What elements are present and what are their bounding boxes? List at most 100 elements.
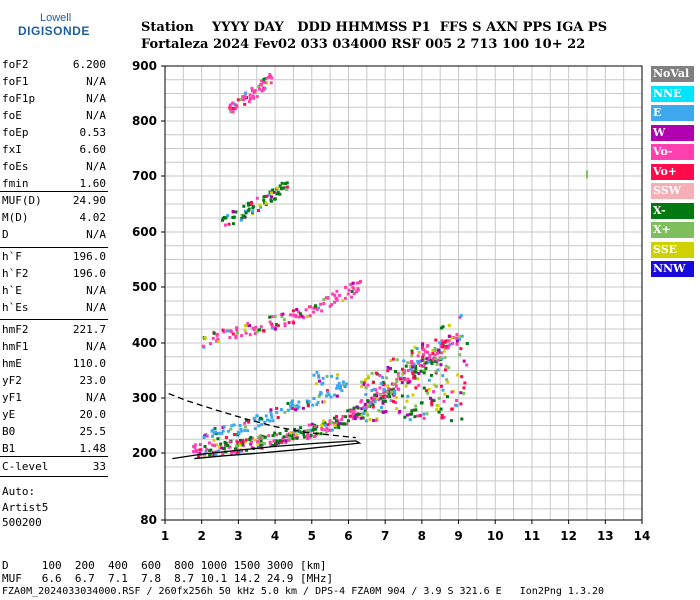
- echo-dot: [254, 325, 258, 329]
- echo-dot: [381, 394, 385, 398]
- echo-dot: [432, 390, 436, 394]
- echo-dot: [258, 441, 262, 445]
- echo-dot: [294, 408, 298, 412]
- echo-dot: [370, 388, 374, 392]
- echo-dot: [262, 442, 266, 446]
- echo-dot: [433, 353, 437, 357]
- echo-dot: [337, 421, 341, 425]
- echo-dot: [205, 447, 209, 451]
- echo-dot: [418, 363, 422, 367]
- echo-dot: [460, 334, 464, 338]
- x-tick-label: 10: [487, 529, 504, 543]
- echo-dot: [356, 412, 360, 416]
- param-key: foEs: [2, 160, 29, 173]
- legend-item-vo: Vo+: [651, 163, 694, 180]
- echo-dot: [345, 382, 349, 386]
- echo-dot: [275, 439, 279, 443]
- echo-dot: [335, 298, 339, 302]
- echo-dot: [295, 433, 299, 437]
- echo-dot: [193, 443, 197, 447]
- echo-dot: [257, 328, 261, 332]
- echo-dot: [394, 401, 398, 405]
- echo-dot: [327, 393, 331, 397]
- param-value: 24.90: [72, 194, 106, 207]
- echo-dot: [341, 380, 345, 384]
- echo-dot: [439, 363, 443, 367]
- y-tick-label: 200: [132, 446, 157, 460]
- echo-dot: [343, 296, 347, 300]
- echo-dot: [193, 446, 197, 450]
- echo-dot: [437, 410, 441, 414]
- y-tick-label: 600: [132, 225, 157, 239]
- echo-dot: [395, 379, 399, 383]
- echo-dot: [396, 371, 400, 375]
- echo-dot: [317, 374, 321, 378]
- echo-dot: [288, 433, 292, 437]
- echo-dot: [402, 359, 406, 363]
- echo-dot: [239, 427, 243, 431]
- echo-dot: [411, 365, 415, 369]
- echo-dot: [260, 79, 264, 83]
- echo-dot: [243, 328, 247, 332]
- echo-dot: [314, 433, 318, 437]
- echo-dot: [222, 446, 226, 450]
- echo-dot: [352, 287, 356, 291]
- echo-dot: [252, 90, 256, 94]
- echo-dot: [400, 394, 404, 398]
- param-yf2: yF2 23.0: [2, 374, 106, 388]
- echo-dot: [403, 378, 407, 382]
- echo-dot: [381, 400, 385, 404]
- echo-dot: [226, 429, 230, 433]
- echo-dot: [224, 435, 228, 439]
- echo-dot: [424, 366, 428, 370]
- echo-dot: [422, 416, 426, 420]
- echo-dot: [362, 411, 366, 415]
- echo-dot: [280, 181, 284, 185]
- auto-code: 500200: [2, 516, 42, 529]
- echo-dot: [359, 416, 363, 420]
- legend-item-w: W: [651, 124, 694, 141]
- echo-dot: [420, 358, 424, 362]
- echo-dot: [382, 382, 386, 386]
- echo-dot: [330, 428, 334, 432]
- echo-dot: [291, 403, 295, 407]
- echo-dot: [364, 405, 368, 409]
- echo-dot: [284, 429, 288, 433]
- echo-dot: [444, 346, 448, 350]
- param-key: yE: [2, 408, 16, 421]
- echo-dot: [259, 83, 263, 87]
- echo-dot: [444, 344, 448, 348]
- echo-dot: [400, 381, 404, 385]
- echo-dot: [258, 203, 262, 207]
- echo-dot: [404, 364, 408, 368]
- echo-dot: [289, 431, 293, 435]
- echo-dot: [333, 300, 337, 304]
- param-b0: B0 25.5: [2, 425, 106, 439]
- echo-dot: [265, 81, 269, 85]
- param-value: 1.48: [79, 442, 107, 455]
- echo-dot: [446, 346, 450, 350]
- echo-dot: [262, 77, 266, 81]
- echo-dot: [234, 104, 238, 108]
- echo-dot: [297, 315, 301, 319]
- plot-frame: [164, 65, 643, 521]
- echo-dot: [392, 382, 396, 386]
- echo-dot: [253, 438, 257, 442]
- x-tick-label: 9: [454, 529, 462, 543]
- echo-dot: [362, 406, 366, 410]
- echo-dot: [319, 432, 323, 436]
- echo-dot: [317, 306, 321, 310]
- echo-dot: [434, 371, 438, 375]
- echo-dot: [291, 406, 295, 410]
- legend-item-x: X+: [651, 222, 694, 238]
- echo-dot: [330, 303, 334, 307]
- echo-dot: [336, 423, 340, 427]
- echo-dot: [267, 434, 271, 438]
- echo-dot: [333, 293, 337, 297]
- echo-dot: [459, 347, 463, 351]
- echo-dot: [258, 418, 262, 422]
- echo-dot: [326, 423, 330, 427]
- x-tick-label: 1: [161, 529, 169, 543]
- echo-dot: [279, 187, 283, 191]
- echo-dot: [227, 445, 231, 449]
